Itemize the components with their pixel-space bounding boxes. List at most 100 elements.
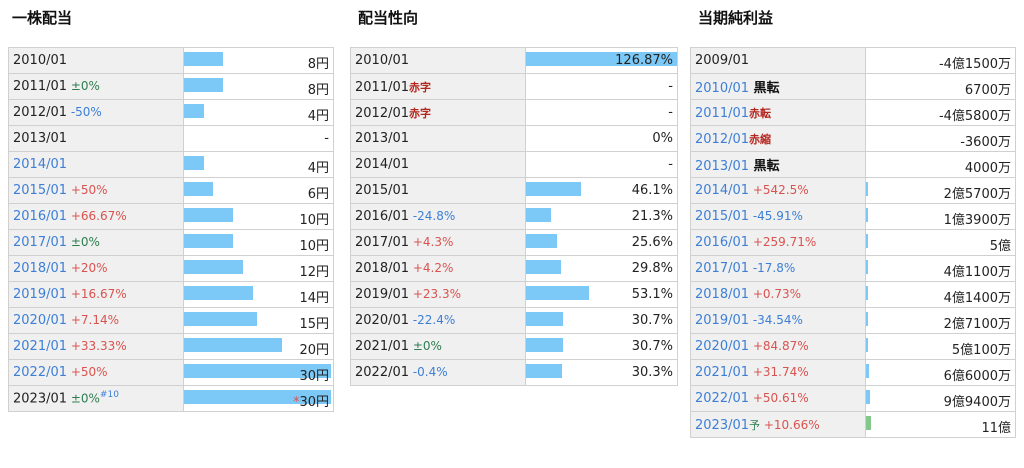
value-text: 0% — [652, 131, 673, 146]
value-bar — [866, 208, 868, 222]
value-bar — [184, 286, 253, 300]
value-text: *30円 — [292, 395, 329, 410]
year-label[interactable]: 2016/01 — [13, 209, 68, 224]
year-label[interactable]: 2010/01 — [695, 81, 750, 96]
year-cell: 2020/01 +7.14% — [8, 307, 184, 334]
value-cell: 29.8% — [525, 255, 678, 282]
table-row: 2020/01 -22.4% 30.7% — [350, 307, 678, 334]
table-row: 2023/01予 +10.66% 11億 — [690, 411, 1016, 438]
change-rate: +50% — [67, 183, 108, 197]
value-bar — [866, 260, 869, 274]
year-cell: 2014/01 — [8, 151, 184, 178]
value-text: 6700万 — [964, 83, 1011, 98]
year-cell: 2010/01 — [8, 47, 184, 74]
value-text: 4億1100万 — [943, 265, 1011, 280]
year-label[interactable]: 2021/01 — [13, 339, 68, 354]
year-label[interactable]: 2013/01 — [695, 159, 750, 174]
status-tag: 赤字 — [409, 80, 432, 94]
value-text: 21.3% — [631, 209, 673, 224]
value-cell: 30.7% — [525, 307, 678, 334]
change-rate: +50.61% — [749, 391, 809, 405]
value-text: 11億 — [981, 421, 1011, 436]
value-cell: 6700万 — [865, 73, 1016, 100]
value-cell: 4億1100万 — [865, 255, 1016, 282]
change-rate: +33.33% — [67, 339, 127, 353]
year-label[interactable]: 2014/01 — [13, 157, 68, 172]
year-label[interactable]: 2012/01 — [695, 131, 750, 147]
status-tag: 予 — [749, 418, 761, 432]
year-cell: 2013/01 黒転 — [690, 151, 866, 178]
year-label[interactable]: 2019/01 — [695, 313, 750, 328]
year-label[interactable]: 2014/01 — [695, 183, 750, 198]
status-tag: 黒転 — [749, 159, 780, 174]
year-label[interactable]: 2018/01 — [695, 287, 750, 302]
table-row: 2021/01 +31.74% 6億6000万 — [690, 359, 1016, 386]
year-cell: 2015/01 +50% — [8, 177, 184, 204]
year-label[interactable]: 2022/01 — [695, 391, 750, 406]
year-cell: 2019/01 +23.3% — [350, 281, 526, 308]
value-cell: 2億5700万 — [865, 177, 1016, 204]
value-bar — [184, 104, 204, 118]
value-cell: 30円 — [183, 359, 334, 386]
table-row: 2009/01 -4億1500万 — [690, 47, 1016, 74]
year-label[interactable]: 2015/01 — [13, 183, 68, 198]
change-rate: +23.3% — [409, 287, 462, 301]
change-rate: ±0% — [67, 79, 100, 93]
value-cell: 25.6% — [525, 229, 678, 256]
value-text: 4億1400万 — [943, 291, 1011, 306]
profit-title: 当期純利益 — [698, 9, 774, 27]
value-bar — [526, 208, 552, 222]
table-row: 2011/01赤転 -4億5800万 — [690, 99, 1016, 126]
value-text: 5億100万 — [951, 343, 1011, 358]
year-cell: 2016/01 +66.67% — [8, 203, 184, 230]
value-cell: 9億9400万 — [865, 385, 1016, 412]
value-bar — [184, 234, 233, 248]
value-text: 126.87% — [615, 53, 673, 68]
year-label[interactable]: 2020/01 — [695, 339, 750, 354]
value-text: - — [668, 79, 673, 94]
year-label[interactable]: 2019/01 — [13, 287, 68, 302]
table-row: 2021/01 ±0% 30.7% — [350, 333, 678, 360]
value-cell: 46.1% — [525, 177, 678, 204]
table-row: 2022/01 +50.61% 9億9400万 — [690, 385, 1016, 412]
change-rate: +66.67% — [67, 209, 127, 223]
table-row: 2014/01 +542.5% 2億5700万 — [690, 177, 1016, 204]
table-row: 2020/01 +7.14% 15円 — [8, 307, 334, 334]
year-label: 2022/01 — [355, 365, 410, 380]
value-bar — [184, 156, 204, 170]
table-row: 2018/01 +0.73% 4億1400万 — [690, 281, 1016, 308]
note-mark[interactable]: #10 — [99, 390, 119, 401]
year-cell: 2022/01 +50% — [8, 359, 184, 386]
year-label[interactable]: 2023/01 — [695, 417, 750, 433]
change-rate: +0.73% — [749, 287, 802, 301]
value-bar — [184, 52, 224, 66]
year-label[interactable]: 2017/01 — [13, 235, 68, 250]
year-label[interactable]: 2017/01 — [695, 261, 750, 276]
year-label[interactable]: 2011/01 — [695, 105, 750, 121]
value-cell: 4000万 — [865, 151, 1016, 178]
value-text: 53.1% — [631, 287, 673, 302]
year-label[interactable]: 2022/01 — [13, 365, 68, 380]
year-cell: 2011/01赤転 — [690, 99, 866, 126]
table-row: 2019/01 +16.67% 14円 — [8, 281, 334, 308]
year-label[interactable]: 2021/01 — [695, 365, 750, 380]
table-row: 2010/01 126.87% — [350, 47, 678, 74]
year-label[interactable]: 2018/01 — [13, 261, 68, 276]
year-label[interactable]: 2016/01 — [695, 235, 750, 250]
year-label[interactable]: 2020/01 — [13, 313, 68, 328]
year-label[interactable]: 2015/01 — [695, 209, 750, 224]
table-row: 2018/01 +4.2% 29.8% — [350, 255, 678, 282]
year-cell: 2016/01 -24.8% — [350, 203, 526, 230]
table-row: 2015/01 -45.91% 1億3900万 — [690, 203, 1016, 230]
value-text: 9億9400万 — [943, 395, 1011, 410]
change-rate: +259.71% — [749, 235, 817, 249]
value-text: 2億5700万 — [943, 187, 1011, 202]
year-label: 2023/01 — [13, 391, 68, 407]
value-text: 4円 — [307, 161, 329, 176]
value-cell: 6円 — [183, 177, 334, 204]
change-rate: +4.3% — [409, 235, 454, 249]
year-cell: 2014/01 — [350, 151, 526, 178]
value-cell: 6億6000万 — [865, 359, 1016, 386]
year-cell: 2012/01赤字 — [350, 99, 526, 126]
value-bar — [526, 260, 562, 274]
